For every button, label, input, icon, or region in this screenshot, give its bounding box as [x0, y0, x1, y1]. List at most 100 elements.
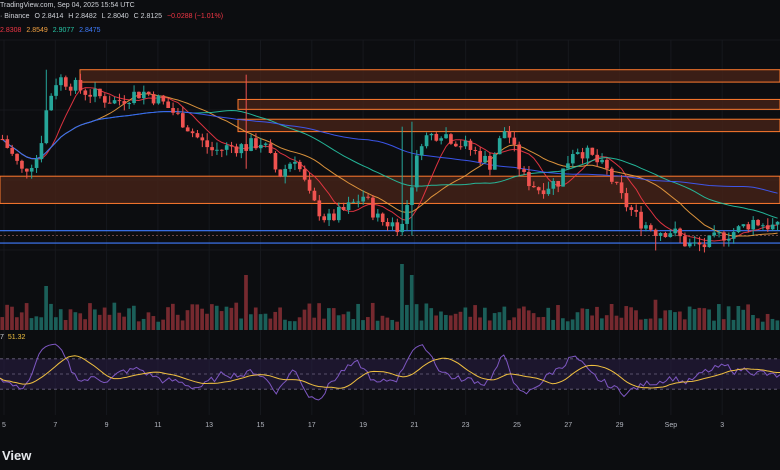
price-chart[interactable] [0, 0, 780, 446]
candle-body [371, 197, 375, 218]
volume-bar [380, 315, 385, 330]
volume-bar [414, 304, 419, 330]
volume-bar [531, 313, 536, 330]
candle-body [239, 144, 244, 154]
volume-bar [361, 320, 365, 330]
volume-bar [302, 309, 307, 330]
volume-bar [614, 315, 619, 330]
candle-body [561, 168, 565, 187]
rsi-line [0, 343, 780, 401]
volume-bar [390, 319, 395, 330]
volume-bar [283, 319, 287, 330]
candle-body [746, 224, 751, 230]
x-tick-label: 13 [205, 422, 214, 429]
volume-bar [107, 314, 112, 330]
volume-bar [600, 318, 604, 330]
volume-bar [541, 316, 546, 330]
volume-bar [297, 317, 302, 330]
volume-bar [132, 305, 136, 330]
candle-body [619, 182, 624, 194]
candle-body [678, 228, 682, 237]
volume-bar [639, 319, 643, 330]
volume-bar [775, 320, 780, 330]
volume-bar [175, 314, 180, 330]
candle-body [483, 155, 487, 163]
candle-body [317, 200, 322, 217]
volume-bar [336, 315, 341, 330]
candle-body [268, 143, 273, 154]
candle-body [171, 108, 175, 113]
candle-body [775, 221, 780, 225]
open-value: O 2.8414 [34, 13, 64, 20]
candle-body [137, 91, 141, 99]
candle-body [458, 146, 463, 148]
candle-body [146, 91, 151, 95]
candle-body [702, 244, 707, 248]
candle-body [424, 135, 429, 147]
volume-bar [629, 307, 633, 330]
candle-body [322, 216, 327, 221]
volume-bar [731, 319, 736, 330]
candle-body [497, 138, 502, 155]
candle-body [161, 95, 166, 102]
candle-body [273, 153, 278, 170]
volume-bar [502, 306, 507, 330]
volume-bar [307, 303, 312, 330]
candle-body [722, 232, 726, 241]
volume-bar [619, 317, 624, 330]
candle-body [419, 146, 424, 156]
volume-bar [195, 304, 200, 330]
candle-body [258, 144, 263, 149]
candle-body [219, 149, 224, 151]
candle-body [478, 150, 483, 163]
candle-body [361, 196, 366, 202]
candle-body [502, 131, 507, 139]
candle-body [351, 201, 356, 203]
volume-bar [93, 309, 97, 330]
volume-bar [166, 307, 170, 330]
volume-bar [746, 304, 750, 330]
volume-bar [205, 313, 209, 330]
candle-body [492, 154, 497, 170]
volume-bar [180, 320, 185, 330]
candle-body [288, 163, 292, 169]
candle-body [24, 168, 29, 172]
volume-bar [253, 307, 258, 330]
volume-bar [88, 303, 92, 330]
volume-bar [444, 314, 448, 330]
volume-bar [736, 306, 741, 330]
candle-body [380, 213, 385, 223]
volume-bar [122, 316, 126, 330]
volume-bar [322, 318, 326, 330]
volume-bar [78, 313, 83, 330]
candle-body [15, 153, 19, 161]
candle-body [541, 190, 546, 195]
candle-body [29, 167, 34, 172]
candle-body [63, 77, 68, 87]
volume-bar [663, 310, 668, 330]
ma-blue-value: 2.8475 [79, 27, 101, 34]
candle-body [614, 181, 619, 183]
candle-body [93, 88, 97, 97]
volume-bar [624, 306, 629, 330]
volume-bar [770, 318, 775, 330]
rsi-prefix: 7 [0, 334, 4, 341]
candle-body [605, 159, 609, 169]
volume-bar [244, 275, 248, 330]
volume-bar [429, 308, 434, 330]
volume-bar [58, 309, 63, 330]
x-tick-label: 9 [104, 422, 109, 429]
candle-body [405, 205, 409, 224]
volume-bar [483, 307, 487, 330]
volume-bar [570, 319, 575, 330]
candle-body [254, 138, 258, 149]
candle-body [185, 127, 190, 132]
candle-body [600, 159, 604, 163]
volume-bar [434, 315, 438, 330]
volume-bar [682, 319, 687, 330]
volume-bar [136, 321, 141, 330]
volume-bar [643, 318, 648, 330]
candle-body [629, 207, 634, 210]
candle-body [156, 95, 161, 104]
candle-body [444, 134, 448, 139]
